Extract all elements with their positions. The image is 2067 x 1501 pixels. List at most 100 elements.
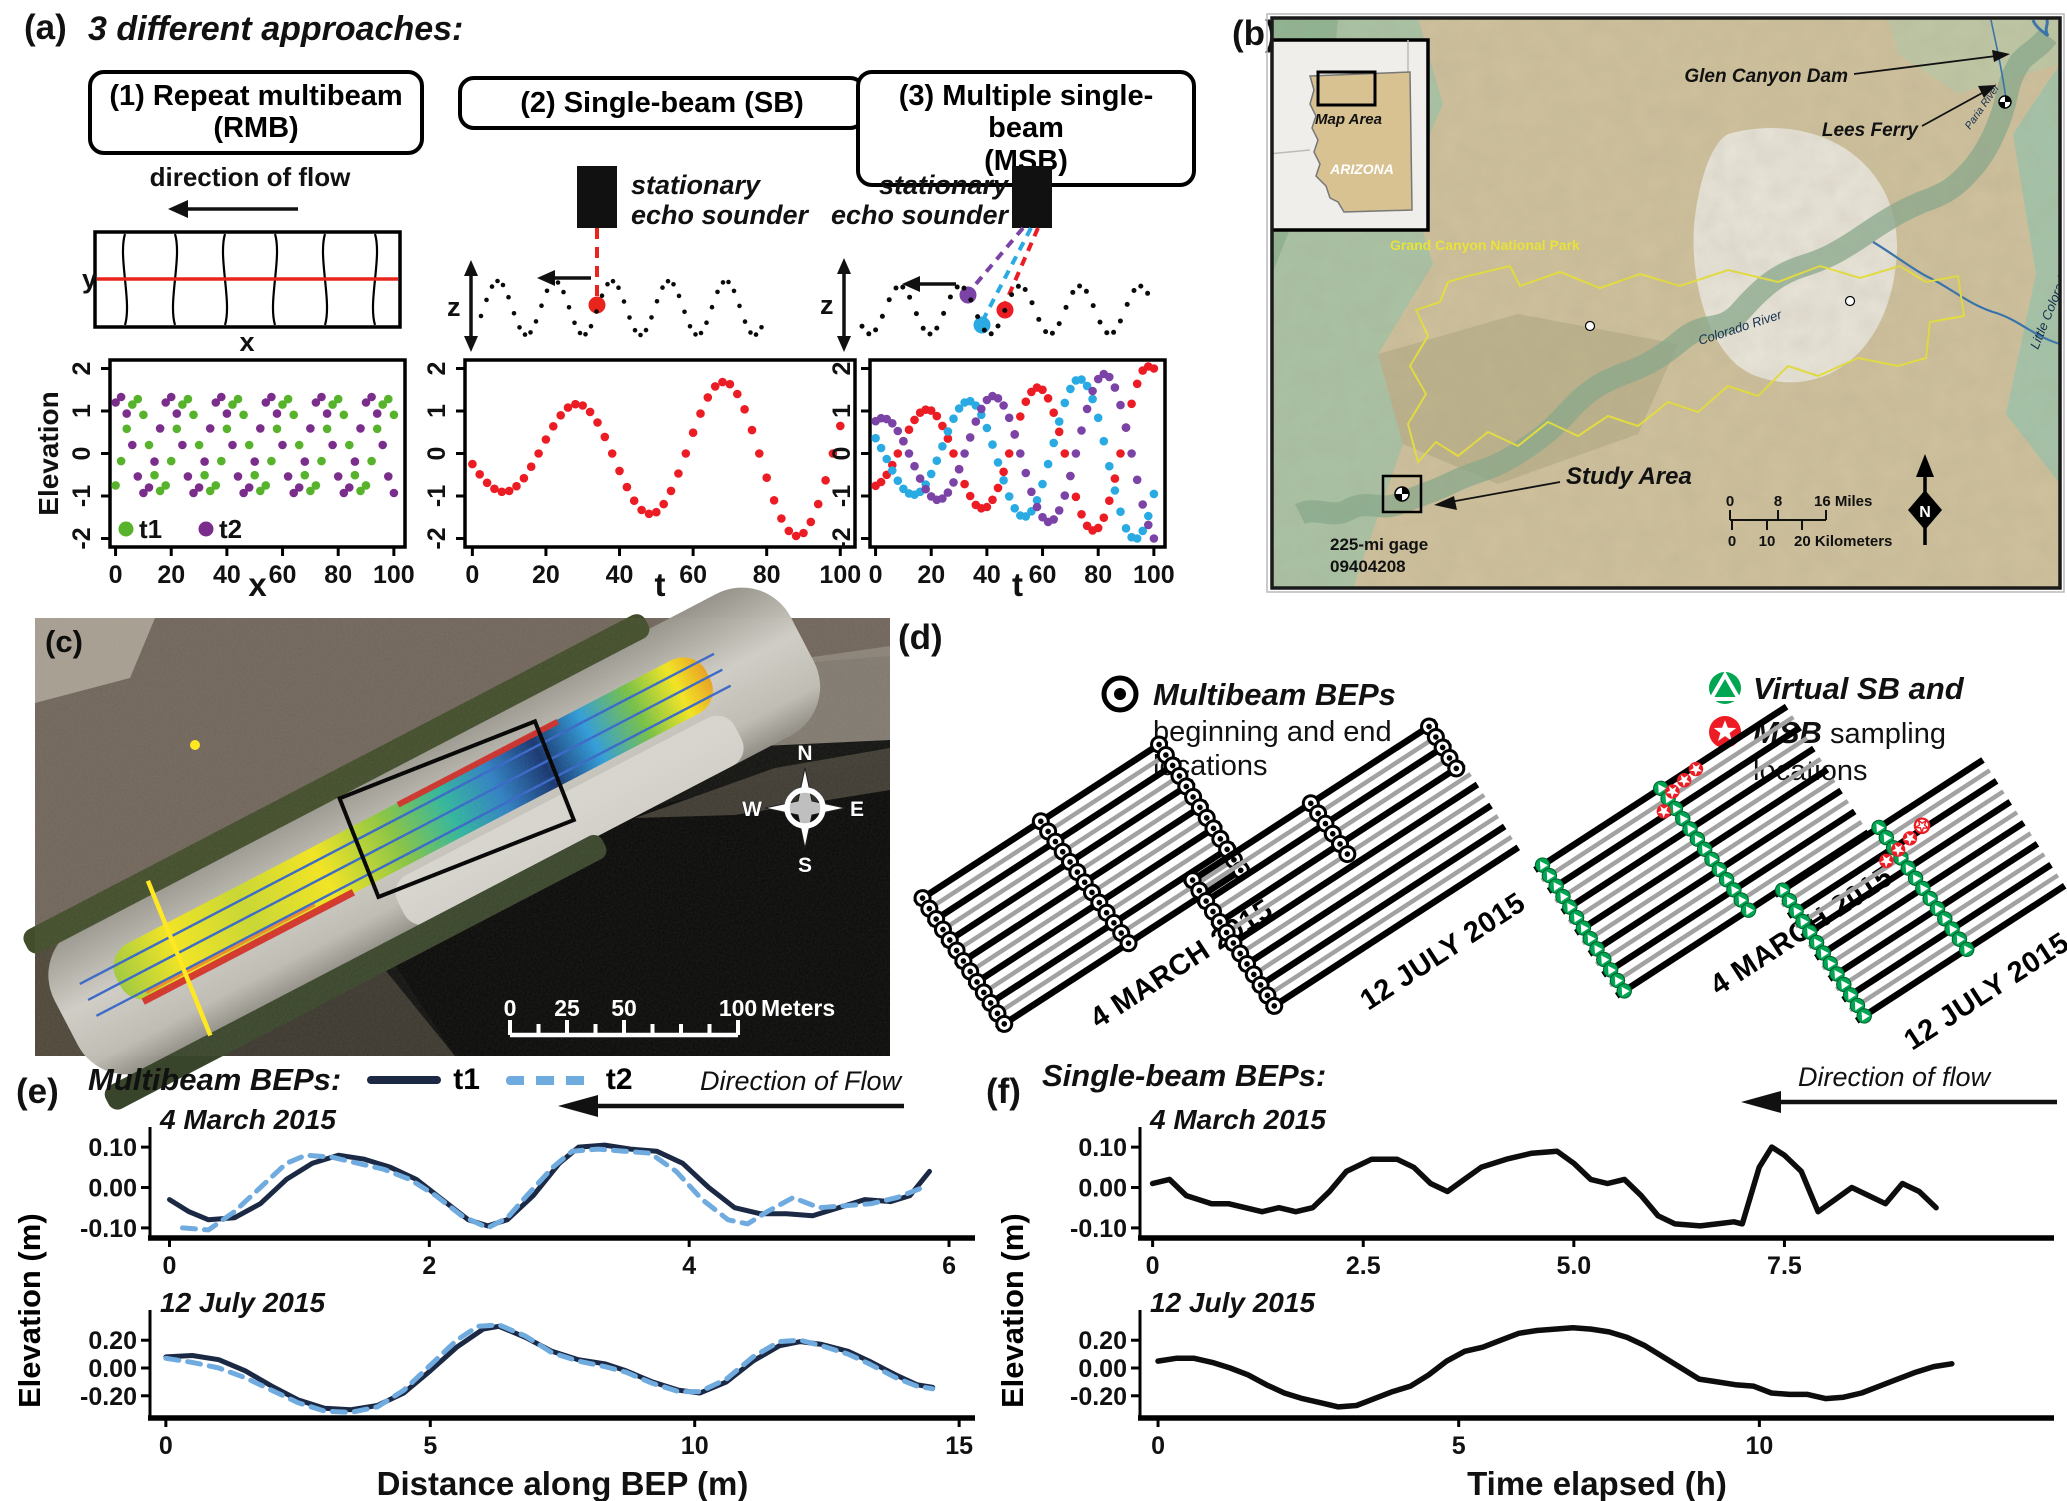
approach-box-msb-line1: (3) Multiple single-beam xyxy=(898,80,1154,145)
svg-text:1: 1 xyxy=(68,404,96,418)
svg-text:4 March 2015: 4 March 2015 xyxy=(1149,1104,1326,1135)
layout-multibeam-march: 4 MARCH 2015 xyxy=(913,735,1279,1035)
msb-sounder-label-1: stationary xyxy=(879,170,1010,200)
sb-sounder-label-2: echo sounder xyxy=(631,200,810,230)
map-inset: Map Area ARIZONA xyxy=(1272,38,1430,232)
svg-text:4 March 2015: 4 March 2015 xyxy=(159,1104,336,1135)
river-gage-icon xyxy=(1584,320,1596,332)
lees-arrow-head xyxy=(1978,85,1996,98)
glen-arrow-line xyxy=(1853,55,1997,75)
scale-mi-16: 16 Miles xyxy=(1814,493,1872,510)
arizona-label: ARIZONA xyxy=(1329,161,1394,177)
t1-label: t1 xyxy=(453,1063,480,1096)
svg-text:0.00: 0.00 xyxy=(1078,1175,1127,1203)
approach-box-sb: (2) Single-beam (SB) xyxy=(458,76,866,131)
layout-virtual-july: 12 JULY 2015 xyxy=(1773,757,2067,1057)
scale-mi-0: 0 xyxy=(1726,493,1734,510)
multibeam-bep-march-chart: 0 2 4 6 0.10 0.00 -0.10 4 March 2015 xyxy=(80,1104,975,1280)
msb-dot-blue xyxy=(973,316,991,334)
multibeam-bep-july-chart: 0 5 10 15 0.200.00-0.20 12 July 2015 Distance … xyxy=(80,1287,975,1501)
svg-text:t2: t2 xyxy=(219,514,242,544)
north-arrow: N xyxy=(1908,454,1942,545)
svg-text:1: 1 xyxy=(423,404,451,418)
svg-text:15: 15 xyxy=(945,1432,973,1460)
compass-w: W xyxy=(742,798,762,821)
map-outer-frame xyxy=(1266,13,2065,593)
scale-0: 0 xyxy=(504,995,517,1021)
meters-scale-bar: 0 25 50 100 Meters xyxy=(504,995,835,1038)
park-label: Grand Canyon National Park xyxy=(1390,237,1580,253)
flow-arrow-e xyxy=(558,1095,904,1117)
msb-icon-star xyxy=(1713,720,1737,741)
svg-text:-0.10: -0.10 xyxy=(1070,1215,1127,1243)
singlebeam-bep-july-chart: 0 5 10 0.200.00-0.20 12 July 2015 Time elapse… xyxy=(1070,1287,2054,1501)
compass-n: N xyxy=(797,742,812,765)
rmb-elevation-chart: 0 20 40 60 80 100 2 1 0 -1 -2 x Elevation t1 t2 xyxy=(33,358,415,603)
lees-ferry-gage-icon xyxy=(1998,95,2012,109)
flow-direction-label: direction of flow xyxy=(150,162,352,192)
rmb-schematic: direction of flow y x xyxy=(82,162,402,357)
svg-text:0: 0 xyxy=(163,1252,177,1280)
svg-text:-1: -1 xyxy=(828,485,856,507)
svg-text:5: 5 xyxy=(1452,1432,1466,1460)
bullseye-icon-dot xyxy=(1114,688,1126,700)
panel-c-label: (c) xyxy=(45,624,83,659)
svg-text:Distance along BEP (m): Distance along BEP (m) xyxy=(377,1465,749,1501)
svg-text:0: 0 xyxy=(68,447,96,461)
compass-s: S xyxy=(798,854,812,877)
map-terrain: Glen Canyon Dam Lees Ferry Grand Canyon … xyxy=(1272,18,2060,588)
scale-km-0: 0 xyxy=(1728,533,1736,550)
svg-text:7.5: 7.5 xyxy=(1767,1252,1802,1280)
svg-text:t: t xyxy=(655,566,666,603)
svg-text:4: 4 xyxy=(682,1252,696,1280)
msb-beam-purple xyxy=(968,226,1025,293)
study-area-label: Study Area xyxy=(1566,463,1692,490)
svg-text:80: 80 xyxy=(324,561,352,589)
svg-text:2: 2 xyxy=(422,1252,436,1280)
svg-text:-2: -2 xyxy=(828,527,856,549)
sb-schematic: stationary echo sounder z xyxy=(447,166,810,352)
svg-text:20: 20 xyxy=(157,561,185,589)
svg-text:-0.20: -0.20 xyxy=(1070,1383,1127,1411)
svg-text:2: 2 xyxy=(423,362,451,376)
river-gage-icon xyxy=(1844,295,1856,307)
svg-text:2.5: 2.5 xyxy=(1346,1252,1381,1280)
svg-text:0: 0 xyxy=(1146,1252,1160,1280)
sb-sample-dot xyxy=(588,296,606,314)
gage-label-1: 225-mi gage xyxy=(1330,535,1428,554)
scale-100: 100 xyxy=(719,995,757,1021)
study-area-box xyxy=(1381,474,1423,514)
sb-sounder-label-1: stationary xyxy=(631,170,762,200)
map-frame xyxy=(1270,16,2062,590)
z-arrow-head-up xyxy=(464,260,478,276)
svg-text:0.10: 0.10 xyxy=(88,1134,137,1162)
sb-z-label: z xyxy=(447,292,461,322)
svg-text:2: 2 xyxy=(828,362,856,376)
svg-text:60: 60 xyxy=(269,561,297,589)
map-area-label: Map Area xyxy=(1315,111,1382,128)
legend-multibeam-title: Multibeam BEPs xyxy=(1153,677,1396,712)
svg-text:40: 40 xyxy=(213,561,241,589)
panel-e-header: Multibeam BEPs: t1 t2 xyxy=(88,1062,633,1098)
approach-box-rmb: (1) Repeat multibeam (RMB) xyxy=(88,70,424,155)
svg-text:12 July 2015: 12 July 2015 xyxy=(1150,1287,1315,1318)
elevation-ylabel-f: Elevation (m) xyxy=(995,1213,1030,1408)
scale-25: 25 xyxy=(554,995,580,1021)
svg-text:40: 40 xyxy=(973,561,1001,589)
svg-text:-1: -1 xyxy=(423,485,451,507)
t2-line-swatch xyxy=(505,1075,594,1085)
msb-z-label: z xyxy=(820,290,834,320)
aerial-panel: N E S W 0 25 50 100 Meters ( xyxy=(23,587,890,1110)
north-n: N xyxy=(1919,504,1931,521)
svg-text:60: 60 xyxy=(679,561,707,589)
panel-d-label: (d) xyxy=(898,618,943,657)
svg-text:100: 100 xyxy=(819,561,861,589)
flow-direction-f: Direction of flow xyxy=(1798,1062,1991,1092)
sb-dune-wave xyxy=(478,278,764,338)
svg-text:60: 60 xyxy=(1029,561,1057,589)
lees-ferry-label: Lees Ferry xyxy=(1822,120,1920,141)
compass-e: E xyxy=(850,798,864,821)
z-arrow-head-down xyxy=(464,336,478,352)
lees-arrow-line xyxy=(1921,91,1985,127)
